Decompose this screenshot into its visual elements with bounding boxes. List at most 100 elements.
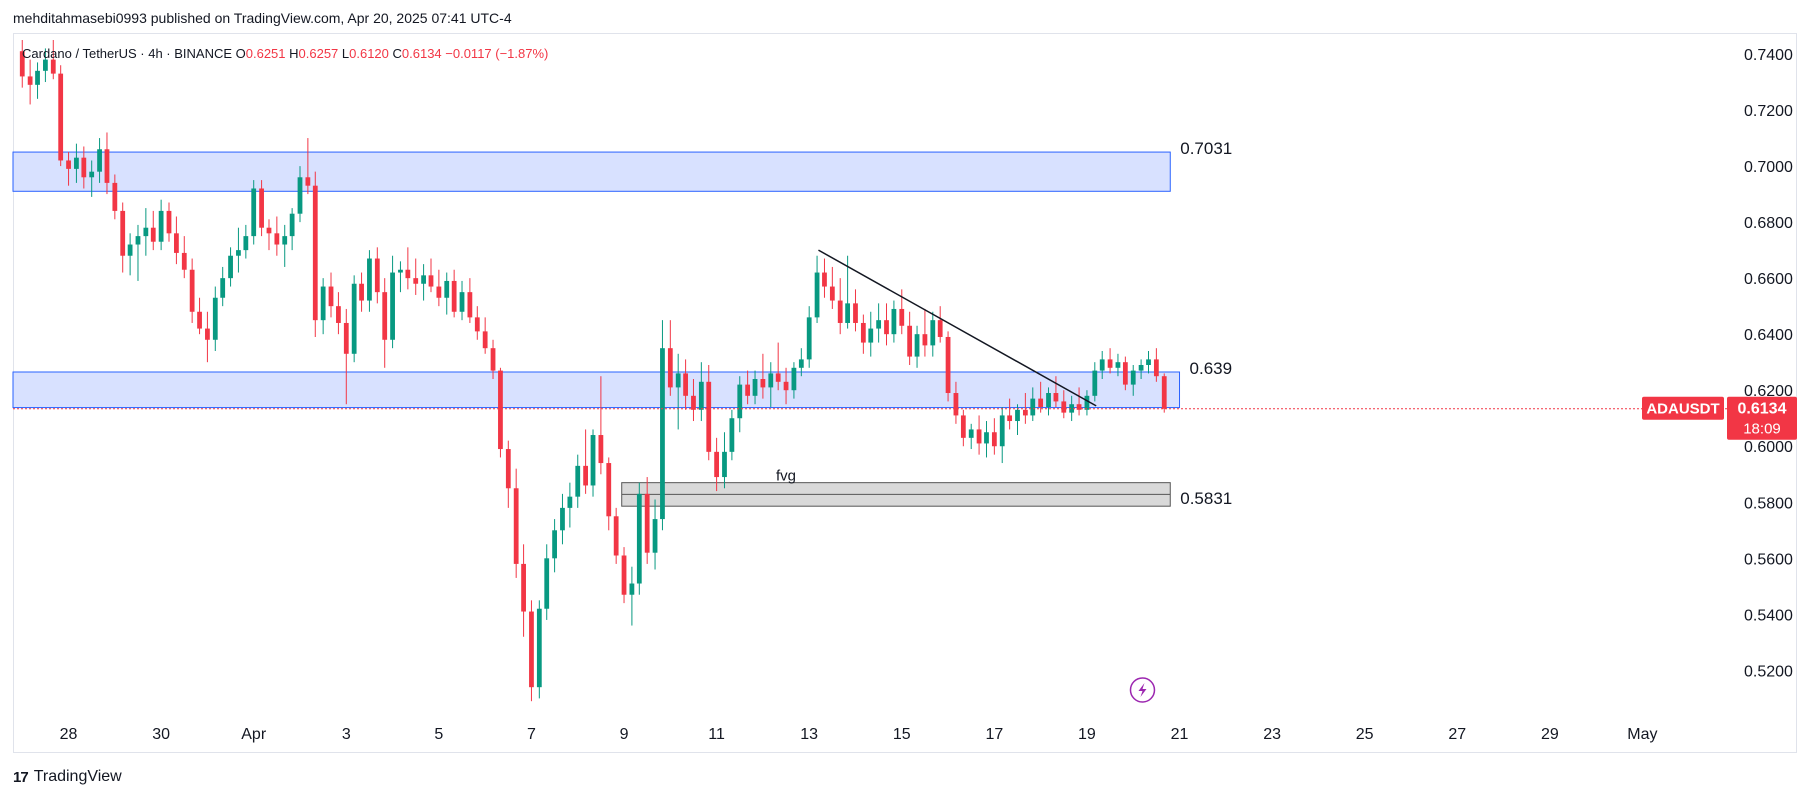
candle-body bbox=[236, 250, 241, 256]
candle-body bbox=[343, 322, 349, 354]
x-tick-label: 28 bbox=[60, 726, 78, 743]
y-tick-label: 0.6800 bbox=[1744, 215, 1793, 232]
candle-body bbox=[505, 449, 511, 489]
candle-body bbox=[1015, 409, 1020, 422]
candle-body bbox=[243, 236, 249, 251]
bar-countdown: 18:09 bbox=[1743, 421, 1781, 438]
zone-box-1 bbox=[12, 151, 1171, 192]
candle-body bbox=[405, 269, 411, 279]
candle-body bbox=[930, 320, 936, 346]
candle-body bbox=[768, 373, 774, 388]
candle-body bbox=[814, 272, 820, 318]
candle-body bbox=[644, 493, 650, 553]
candle-body bbox=[884, 320, 889, 335]
candle-body bbox=[1076, 404, 1082, 410]
candle-body bbox=[428, 275, 434, 287]
candle-body bbox=[189, 269, 195, 312]
candle-body bbox=[474, 317, 480, 332]
candle-body bbox=[621, 555, 627, 595]
candle-body bbox=[899, 308, 905, 326]
candle-body bbox=[853, 303, 858, 323]
candle-body bbox=[953, 393, 959, 416]
x-tick-label: 25 bbox=[1356, 726, 1374, 743]
candle-body bbox=[698, 381, 704, 410]
candle-body bbox=[845, 303, 851, 323]
candle-body bbox=[907, 325, 913, 357]
zone-label-2: 0.639 bbox=[1190, 359, 1233, 378]
candle-body bbox=[97, 149, 102, 172]
candle-body bbox=[914, 334, 920, 357]
y-tick-label: 0.6000 bbox=[1744, 439, 1793, 456]
candle-body bbox=[205, 328, 210, 340]
candle-body bbox=[922, 334, 928, 346]
candle-body bbox=[714, 451, 720, 478]
open-value: 0.6251 bbox=[246, 46, 289, 61]
candle-body bbox=[745, 384, 751, 396]
candle-body bbox=[1030, 398, 1036, 416]
x-tick-label: 30 bbox=[152, 726, 170, 743]
candle-body bbox=[444, 280, 450, 298]
candle-body bbox=[220, 278, 226, 298]
candle-body bbox=[752, 379, 758, 396]
y-tick-label: 0.6400 bbox=[1744, 327, 1793, 344]
candle-body bbox=[212, 297, 218, 340]
candle-body bbox=[120, 210, 126, 256]
candle-body bbox=[174, 233, 179, 253]
candle-body bbox=[1130, 370, 1136, 385]
candle-body bbox=[652, 519, 658, 553]
candle-body bbox=[1092, 370, 1098, 396]
axis-layer: 0.7400 0.7200 0.7000 0.6800 0.6600 0.6400 0.62… bbox=[60, 47, 1797, 743]
candle-body bbox=[675, 373, 681, 388]
candle-body bbox=[590, 435, 596, 486]
candle-body bbox=[104, 149, 110, 183]
candle-body bbox=[999, 415, 1005, 447]
candle-body bbox=[228, 255, 233, 279]
candle-body bbox=[127, 244, 133, 256]
x-tick-label: Apr bbox=[241, 726, 267, 743]
lightning-bolt-icon bbox=[1138, 682, 1147, 697]
candle-body bbox=[822, 272, 827, 287]
candle-body bbox=[567, 496, 573, 508]
tradingview-logo-icon: 17 bbox=[13, 768, 29, 786]
candle-body bbox=[991, 432, 997, 447]
candle-body bbox=[1122, 362, 1128, 385]
high-value: 0.6257 bbox=[299, 46, 342, 61]
candle-body bbox=[691, 395, 696, 410]
candle-body bbox=[536, 608, 542, 688]
x-tick-label: 9 bbox=[620, 726, 629, 743]
candle-body bbox=[413, 278, 419, 284]
y-tick-label: 0.7200 bbox=[1744, 103, 1793, 120]
candle-body bbox=[81, 157, 87, 178]
candle-body bbox=[320, 286, 326, 321]
low-value: 0.6120 bbox=[349, 46, 392, 61]
candle-body bbox=[482, 331, 488, 349]
candle-body bbox=[266, 227, 272, 234]
candle-body bbox=[158, 210, 164, 242]
candle-body bbox=[760, 379, 766, 388]
candle-body bbox=[636, 493, 642, 584]
y-tick-label: 0.6600 bbox=[1744, 271, 1793, 288]
x-tick-label: 15 bbox=[893, 726, 911, 743]
y-tick-label: 0.7400 bbox=[1744, 47, 1793, 64]
x-tick-label: 27 bbox=[1448, 726, 1466, 743]
candle-body bbox=[359, 283, 364, 301]
candle-body bbox=[259, 188, 264, 228]
y-tick-label: 0.6200 bbox=[1744, 383, 1793, 400]
candle-body bbox=[722, 451, 727, 478]
candle-body bbox=[112, 182, 118, 211]
candle-body bbox=[181, 252, 187, 270]
footer-brand-label: TradingView bbox=[33, 768, 122, 785]
candle-body bbox=[1115, 362, 1121, 368]
candle-body bbox=[490, 348, 496, 371]
close-label: C bbox=[393, 46, 402, 61]
candle-body bbox=[1069, 404, 1075, 413]
candle-body bbox=[421, 275, 426, 284]
zone-box-2 bbox=[12, 371, 1181, 409]
candle-body bbox=[328, 286, 334, 307]
fvg-label: fvg bbox=[776, 468, 796, 485]
candle-body bbox=[529, 611, 534, 688]
candle-body bbox=[868, 328, 874, 343]
candle-body bbox=[436, 286, 442, 298]
footer-brand[interactable]: 17 TradingView bbox=[13, 768, 122, 786]
